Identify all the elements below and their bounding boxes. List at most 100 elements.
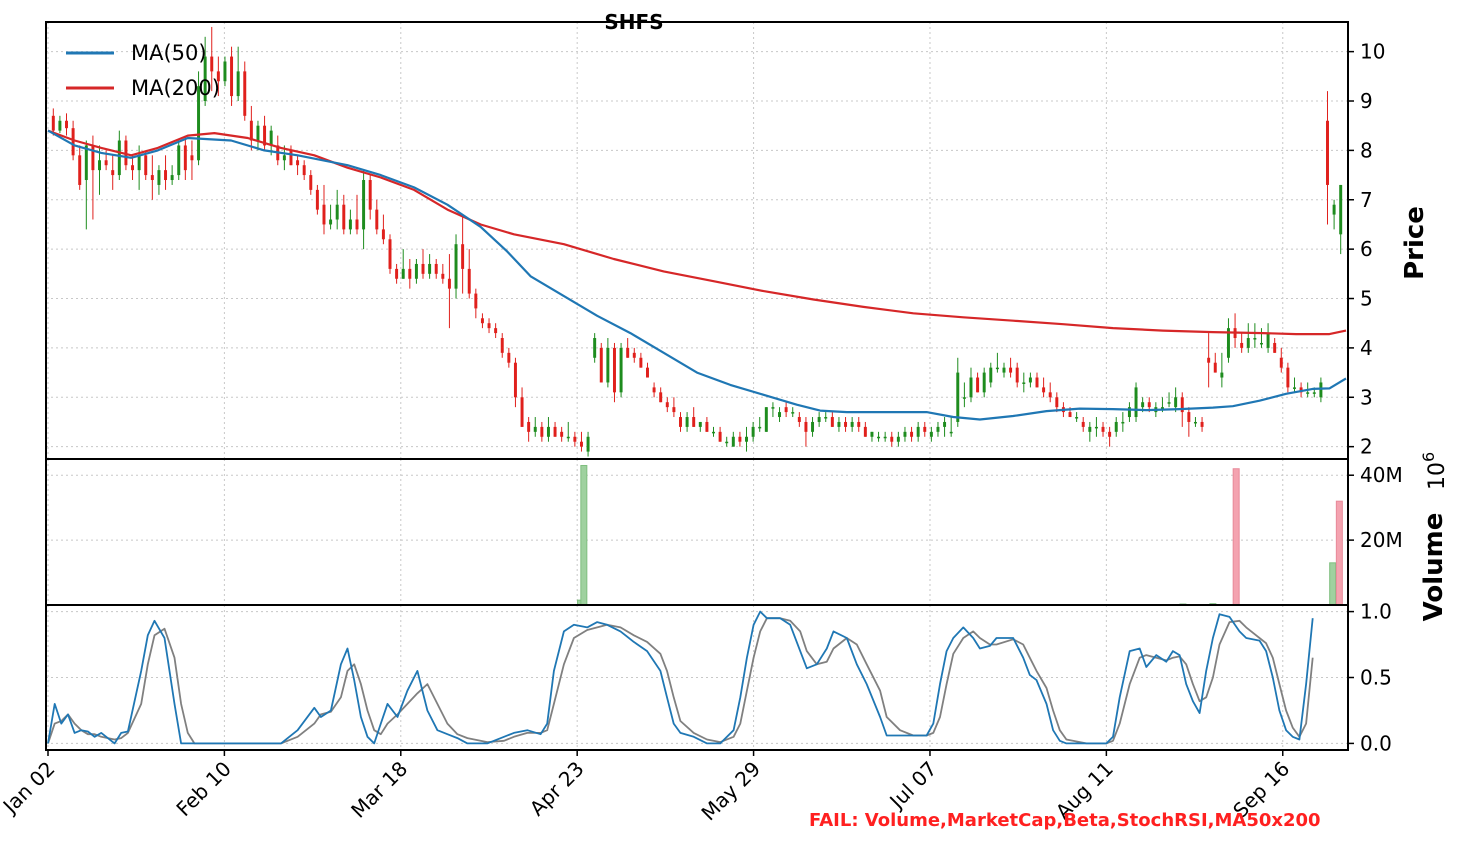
candle-body [652,387,656,393]
chart-title: SHFS [604,10,663,34]
candle-body [381,229,385,240]
candle-body [916,426,920,437]
candle-body [1134,387,1138,418]
candle-body [923,426,927,432]
candle-body [553,426,557,437]
candle-body [811,421,815,432]
stoch-tick-label: 0.0 [1360,731,1392,755]
candle-body [71,128,75,156]
candle-body [943,421,947,427]
candle-body [659,392,663,403]
volume-exponent-sup: 6 [1419,452,1438,462]
candle-body [778,412,782,418]
candle-body [712,431,715,434]
stoch-rsi [47,610,1314,745]
candle-body [1075,417,1079,419]
candle-body [1028,377,1032,383]
candle-body [91,145,95,171]
candle-body [348,219,352,230]
ma50-line [47,129,1347,421]
candle-body [1048,392,1052,398]
candle-body [177,145,181,176]
candle-body [982,372,986,393]
candle-body [890,436,894,442]
candle-body [480,318,484,324]
candle-body [784,407,788,413]
candle-body [1127,407,1131,418]
candle-body [791,412,795,414]
candle-body [1108,431,1112,437]
candle-body [421,263,425,274]
x-tick-label: Feb 10 [171,757,236,822]
candle-body [309,175,313,190]
stoch-d-line [47,617,1314,745]
candle-body [619,347,623,393]
candle-body [1299,387,1303,393]
candle-body [223,61,227,82]
candle-body [1002,367,1006,373]
candle-body [751,426,755,437]
candle-body [520,397,524,427]
x-tick-label: Jul 07 [884,757,942,815]
candle-body [395,268,399,279]
candle-body [738,436,742,442]
candle-body [844,421,848,427]
candle-body [804,421,808,432]
candle-body [863,426,867,437]
candle-body [1266,333,1270,348]
candle-body [1326,120,1329,185]
candle-body [144,155,148,176]
candle-body [995,367,999,370]
candle-body [157,170,161,185]
volume-tick-label: 40M [1360,463,1403,487]
candle-body [962,397,966,399]
candle-body [428,263,432,274]
candle-body [1141,402,1145,408]
candle-body [989,367,993,383]
candle-body [1035,377,1039,388]
candle-body [1055,397,1059,408]
candle-body [758,426,762,429]
x-tick-label: Jan 02 [0,757,60,820]
candle-body [1286,367,1290,388]
candle-body [824,417,828,419]
candle-body [269,130,273,146]
candle-body [78,155,82,185]
candle-body [401,268,405,279]
price-tick-label: 7 [1360,188,1373,212]
candle-body [243,71,247,116]
candle-body [84,145,88,181]
candle-body [1101,426,1105,432]
candle-body [612,347,616,393]
candle-body [375,209,379,230]
candle-body [408,268,412,279]
candle-body [573,436,577,442]
candle-body [969,377,973,398]
candle-body [1167,402,1171,404]
price-tick-label: 4 [1360,336,1373,360]
candle-body [1180,397,1184,413]
volume-bar [1232,468,1240,606]
candle-body [1279,357,1283,368]
candle-body [949,431,953,434]
volume-axis-label: Volume [1419,513,1449,622]
candle-body [494,328,498,334]
candle-body [1015,367,1019,383]
candle-body [586,436,590,452]
candles [47,26,1347,457]
candle-body [672,407,676,413]
candle-body [137,155,141,171]
candle-body [230,56,234,97]
candle-body [877,436,881,439]
candle-body [507,352,511,363]
candle-body [797,417,801,422]
candle-body [1160,407,1164,409]
candle-body [1246,338,1250,348]
candle-body [1022,382,1026,384]
candle-body [976,377,980,393]
candle-body [632,352,636,358]
candle-body [282,155,286,161]
volume-bar [1335,500,1343,606]
candle-body [579,441,583,447]
candle-body [626,347,630,358]
